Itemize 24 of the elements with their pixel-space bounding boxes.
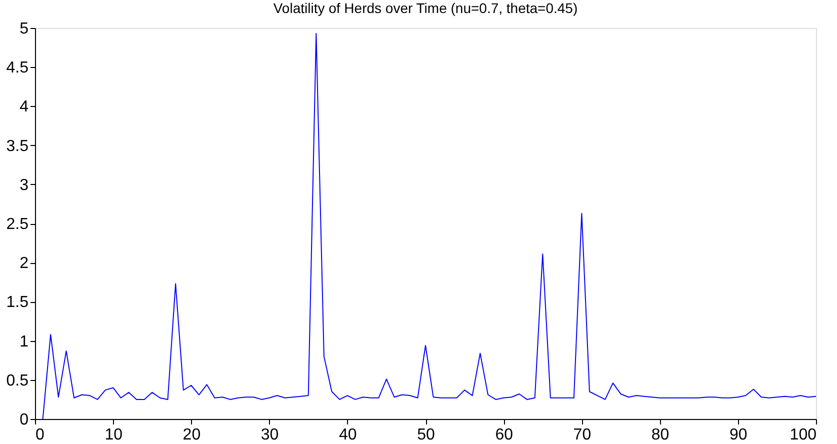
x-tick-label: 80 [651,426,670,444]
x-tick-label: 60 [495,426,514,444]
x-tick-label: 0 [36,426,44,444]
y-tick-label: 4.5 [6,60,29,77]
y-tick-label: 2 [20,255,29,272]
x-tick-label: 10 [104,426,123,444]
y-tick-label: 5 [20,20,29,38]
y-tick-label: 0.5 [6,372,29,390]
x-tick-label: 100 [790,426,817,444]
x-tick-label: 40 [339,426,357,444]
y-tick-label: 0 [20,412,29,428]
x-tick-label: 30 [260,426,279,444]
y-tick-label: 4 [20,98,29,116]
y-tick-label: 1.5 [6,294,29,312]
x-tick-label: 20 [182,426,201,444]
y-tick-label: 3 [20,176,29,194]
y-tick-label: 2.5 [6,216,29,233]
y-tick-label: 3.5 [6,138,29,155]
chart-title: Volatility of Herds over Time (nu=0.7, theta=0.45) [273,0,578,16]
x-tick-label: 50 [417,426,435,444]
x-tick-label: 90 [730,426,748,444]
x-tick-label: 70 [573,426,592,444]
line-series [42,32,816,420]
y-tick-label: 1 [20,333,29,350]
